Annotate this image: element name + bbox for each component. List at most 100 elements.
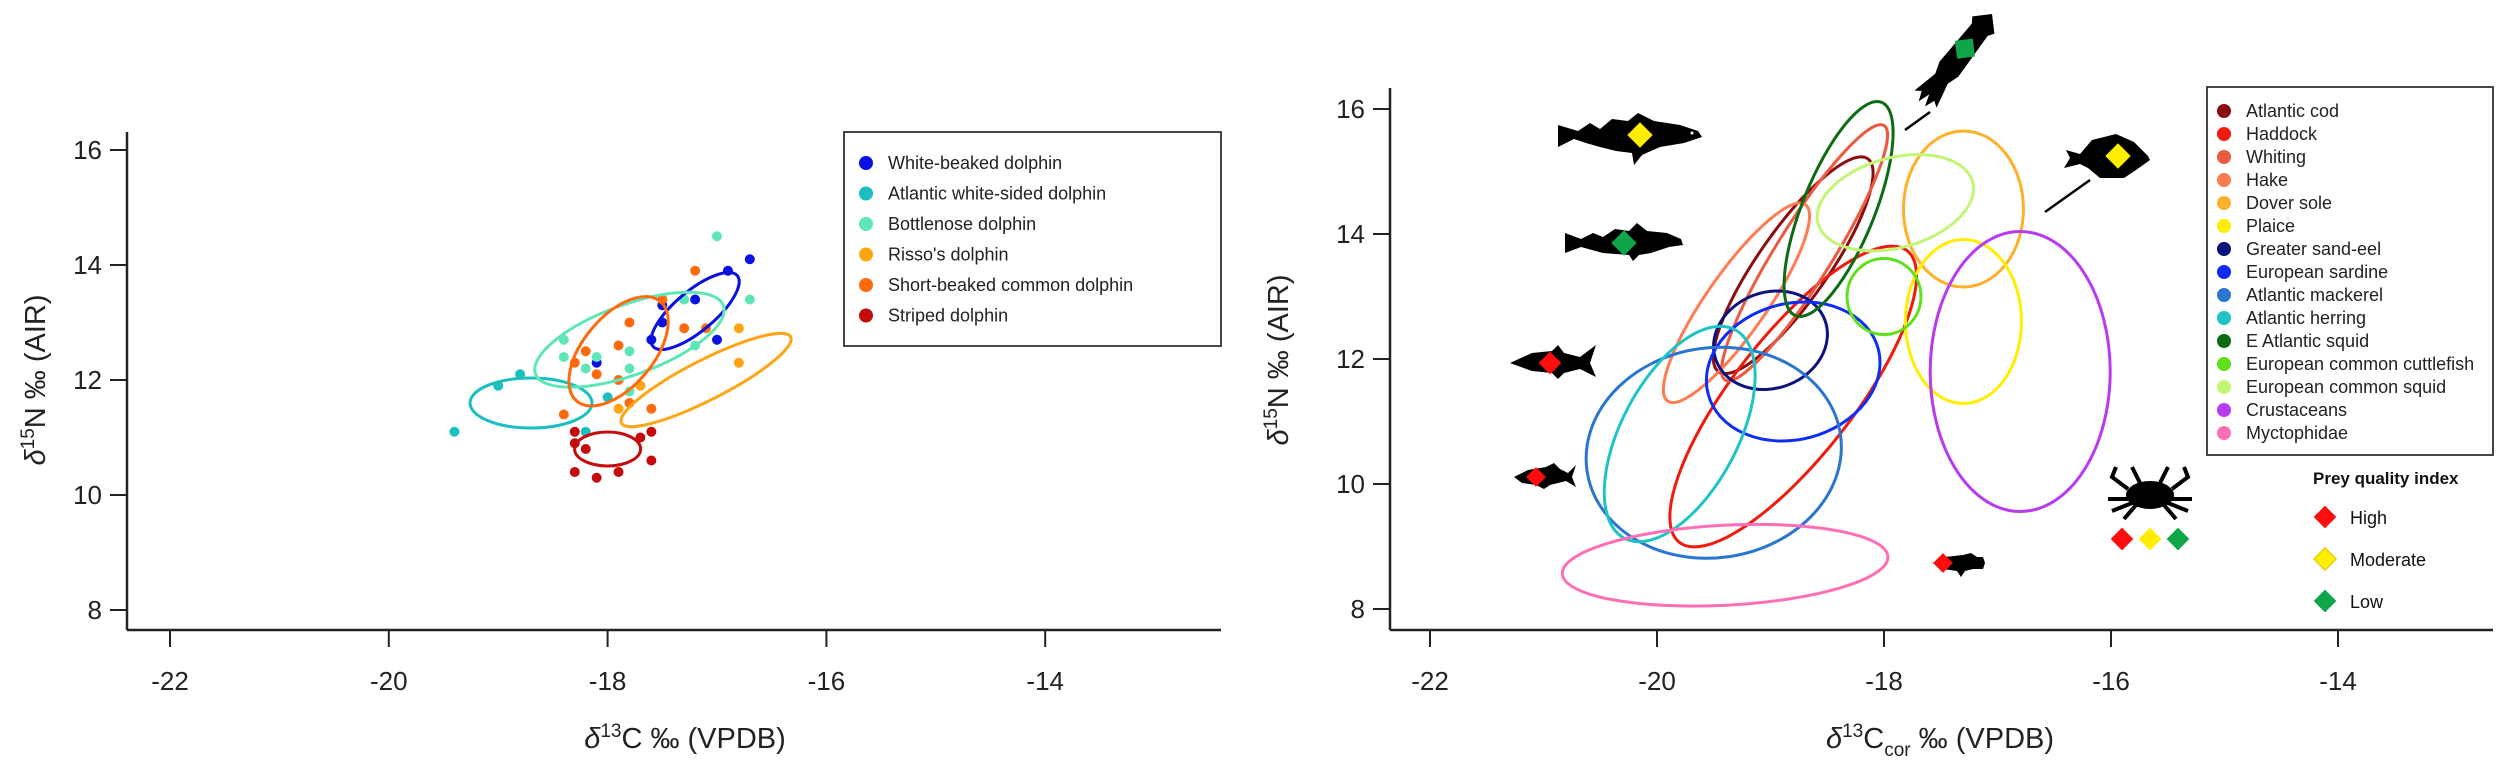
legend-label: Atlantic white-sided dolphin (888, 184, 1106, 204)
moderate-diamond-icon (2312, 546, 2338, 572)
sea-ellipse-greater-sand-eel (1712, 289, 1829, 392)
legend-item: Greater sand-eel (2217, 239, 2381, 259)
data-point (602, 392, 613, 403)
legend-label: Whiting (2246, 147, 2306, 167)
data-point (712, 334, 722, 345)
data-point (679, 323, 690, 334)
data-point (569, 426, 580, 437)
sea-ellipse-e-atlantic-squid (1782, 100, 1895, 318)
series-striped-dolphin (569, 426, 657, 483)
data-point (744, 294, 755, 305)
y-tick-label: 10 (1336, 469, 1365, 499)
legend-dot-icon (2217, 150, 2231, 164)
legend-item: Risso's dolphin (859, 245, 1009, 265)
legend-label: European common cuttlefish (2246, 354, 2474, 374)
legend-label: Atlantic cod (2246, 101, 2339, 121)
legend-label: European sardine (2246, 262, 2388, 282)
data-point (712, 231, 722, 242)
high-quality-diamond-icon (2110, 527, 2134, 551)
sea-ellipse-atlantic-mackerel (1584, 345, 1843, 560)
legend-item: European common squid (2217, 377, 2446, 397)
left-x-ticks: -22 -20 -18 -16 -14 (151, 630, 1064, 696)
legend-label: Dover sole (2246, 193, 2332, 213)
prey-quality-legend: Prey quality index High Moderate Low (2312, 469, 2459, 613)
high-diamond-icon (2313, 505, 2337, 529)
legend-item: Dover sole (2217, 193, 2332, 213)
legend-label: White-beaked dolphin (888, 153, 1062, 173)
right-y-axis-title: δ15N ‰ (AIR) (1261, 275, 1295, 446)
x-tick-label: -20 (1638, 666, 1676, 696)
data-point (624, 363, 635, 374)
data-point (624, 317, 635, 328)
legend-item: European common cuttlefish (2217, 354, 2474, 374)
legend-label: Plaice (2246, 216, 2295, 236)
squid-pointer-line (1904, 110, 1931, 132)
legend-item: E Atlantic squid (2217, 331, 2369, 351)
left-panel: 16 14 12 10 8 -22 -20 -18 -16 -14 δ15N ‰ (AIR) δ… (18, 131, 1222, 755)
legend-dot-icon (2217, 311, 2231, 325)
data-point (558, 409, 569, 420)
sea-ellipse-atlantic-herring (1602, 324, 1757, 544)
moderate-quality-diamond-icon (2138, 527, 2162, 551)
legend-dot-icon (2217, 127, 2231, 141)
prey-quality-label: Moderate (2350, 550, 2426, 570)
y-tick-label: 14 (1336, 219, 1365, 249)
y-tick-label: 14 (73, 250, 102, 280)
sea-ellipse-european-common-squid (1815, 153, 1975, 253)
prey-quality-label: Low (2350, 592, 2384, 612)
data-point (690, 265, 701, 276)
sea-ellipse-crustaceans (1928, 230, 2112, 513)
left-legend: White-beaked dolphin Atlantic white-sided… (843, 131, 1222, 347)
legend-item: Bottlenose dolphin (859, 214, 1036, 234)
data-point (591, 369, 602, 380)
legend-item: Atlantic mackerel (2217, 285, 2383, 305)
legend-item: White-beaked dolphin (859, 153, 1062, 173)
sea-ellipse-dover-sole (1901, 129, 2025, 289)
legend-item: Atlantic cod (2217, 101, 2339, 121)
legend-label: Greater sand-eel (2246, 239, 2381, 259)
y-tick-label: 16 (1336, 94, 1365, 124)
right-x-ticks: -22 -20 -18 -16 -14 (1411, 630, 2357, 696)
high-quality-diamond-icon (1933, 553, 1953, 573)
y-tick-label: 8 (88, 595, 102, 625)
legend-item: Hake (2217, 170, 2288, 190)
sea-ellipse-european-sardine (1704, 300, 1882, 443)
legend-item: Crustaceans (2217, 400, 2347, 420)
legend-item: Haddock (2217, 124, 2318, 144)
crab-silhouette-icon (2108, 466, 2192, 551)
legend-dot-icon (2217, 357, 2231, 371)
legend-label: Atlantic mackerel (2246, 285, 2383, 305)
data-point (624, 346, 635, 357)
data-point (613, 467, 624, 477)
low-diamond-icon (2313, 589, 2337, 613)
y-tick-label: 8 (1351, 594, 1365, 624)
x-tick-label: -14 (2319, 666, 2357, 696)
sea-ellipse (649, 270, 741, 352)
legend-label: Risso's dolphin (888, 245, 1009, 265)
sea-ellipse-whiting (1720, 123, 1890, 383)
series-atlantic-white-sided-dolphin (449, 369, 613, 437)
legend-dot-icon (859, 186, 873, 201)
prey-quality-item: High (2313, 505, 2387, 529)
legend-item: Short-beaked common dolphin (859, 275, 1133, 295)
plaice-pointer-line (2044, 178, 2091, 214)
data-point (580, 363, 591, 374)
left-plot-area (449, 231, 793, 483)
x-tick-label: -18 (589, 666, 627, 696)
data-point (449, 426, 460, 437)
prey-quality-item: Low (2313, 589, 2384, 613)
legend-dot-icon (859, 278, 873, 292)
legend-dot-icon (859, 247, 873, 262)
squid-silhouette-icon (1914, 14, 1995, 108)
legend-dot-icon (2217, 196, 2231, 210)
data-point (591, 472, 602, 483)
data-point (591, 352, 602, 362)
legend-dot-icon (2217, 403, 2231, 417)
legend-label: Atlantic herring (2246, 308, 2366, 328)
data-point (613, 403, 624, 414)
data-point (744, 254, 755, 265)
low-quality-diamond-icon (1954, 38, 1975, 59)
left-y-ticks: 16 14 12 10 8 (73, 135, 127, 625)
left-x-axis-title: δ13C ‰ (VPDB) (584, 721, 786, 755)
